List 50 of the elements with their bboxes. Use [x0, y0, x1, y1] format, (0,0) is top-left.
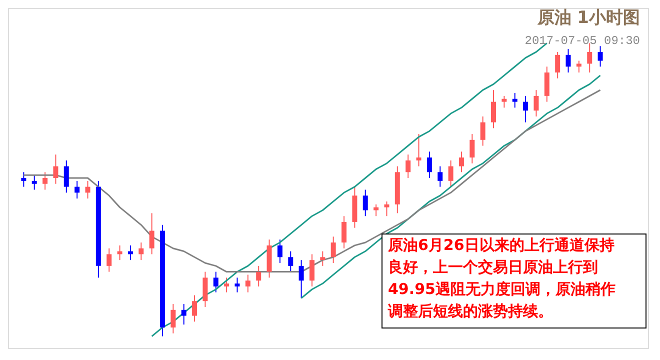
candlestick — [85, 180, 90, 200]
candlestick — [202, 271, 208, 308]
chart-subtitle: 2017-07-05 09:30 — [524, 34, 640, 48]
candlestick — [512, 92, 518, 108]
candlestick — [149, 212, 154, 255]
candlestick — [458, 151, 464, 173]
candlestick — [298, 260, 304, 299]
chart-title: 原油 1小时图 — [536, 8, 640, 28]
candlestick — [448, 160, 454, 188]
candlestick — [64, 160, 69, 194]
candlestick — [245, 274, 250, 293]
candlestick — [106, 248, 112, 272]
candlestick — [480, 116, 486, 146]
candlestick — [523, 95, 528, 123]
candlestick — [362, 189, 368, 217]
candlestick — [181, 304, 186, 326]
candlestick — [53, 154, 58, 184]
candlestick — [406, 154, 411, 178]
candlestick — [21, 172, 26, 188]
candlestick — [330, 236, 336, 264]
candlestick — [213, 271, 218, 293]
candlestick — [502, 95, 507, 108]
annotation: 原油6月26日以来的上行通道保持良好，上一个交易日原油上行到49.95遇阻无力度回调，原油稍作调整后短线的涨势持续。 — [387, 236, 616, 320]
candlestick — [224, 277, 230, 293]
candlestick — [170, 304, 176, 334]
candlestick — [587, 42, 592, 73]
candlestick — [74, 180, 80, 200]
candlestick — [544, 66, 550, 102]
candlestick — [309, 254, 314, 287]
candlestick — [534, 90, 539, 117]
candlestick — [384, 200, 390, 217]
candlestick — [42, 172, 48, 190]
candlestick — [138, 242, 144, 261]
candlestick — [598, 46, 603, 68]
candlestick — [234, 277, 240, 293]
candlestick — [32, 174, 37, 190]
candlestick — [555, 51, 560, 79]
candlestick — [566, 48, 571, 73]
candlestick — [416, 134, 422, 167]
candlestick — [426, 151, 432, 178]
candlestick — [192, 294, 198, 322]
candlestick — [438, 166, 443, 188]
candlestick — [288, 250, 294, 272]
candlestick — [491, 90, 496, 129]
candlestick — [277, 239, 282, 264]
candlestick — [470, 134, 475, 164]
candlestick — [576, 60, 582, 73]
candlestick — [342, 216, 347, 249]
candlestick — [320, 250, 326, 266]
candlestick — [256, 265, 262, 287]
